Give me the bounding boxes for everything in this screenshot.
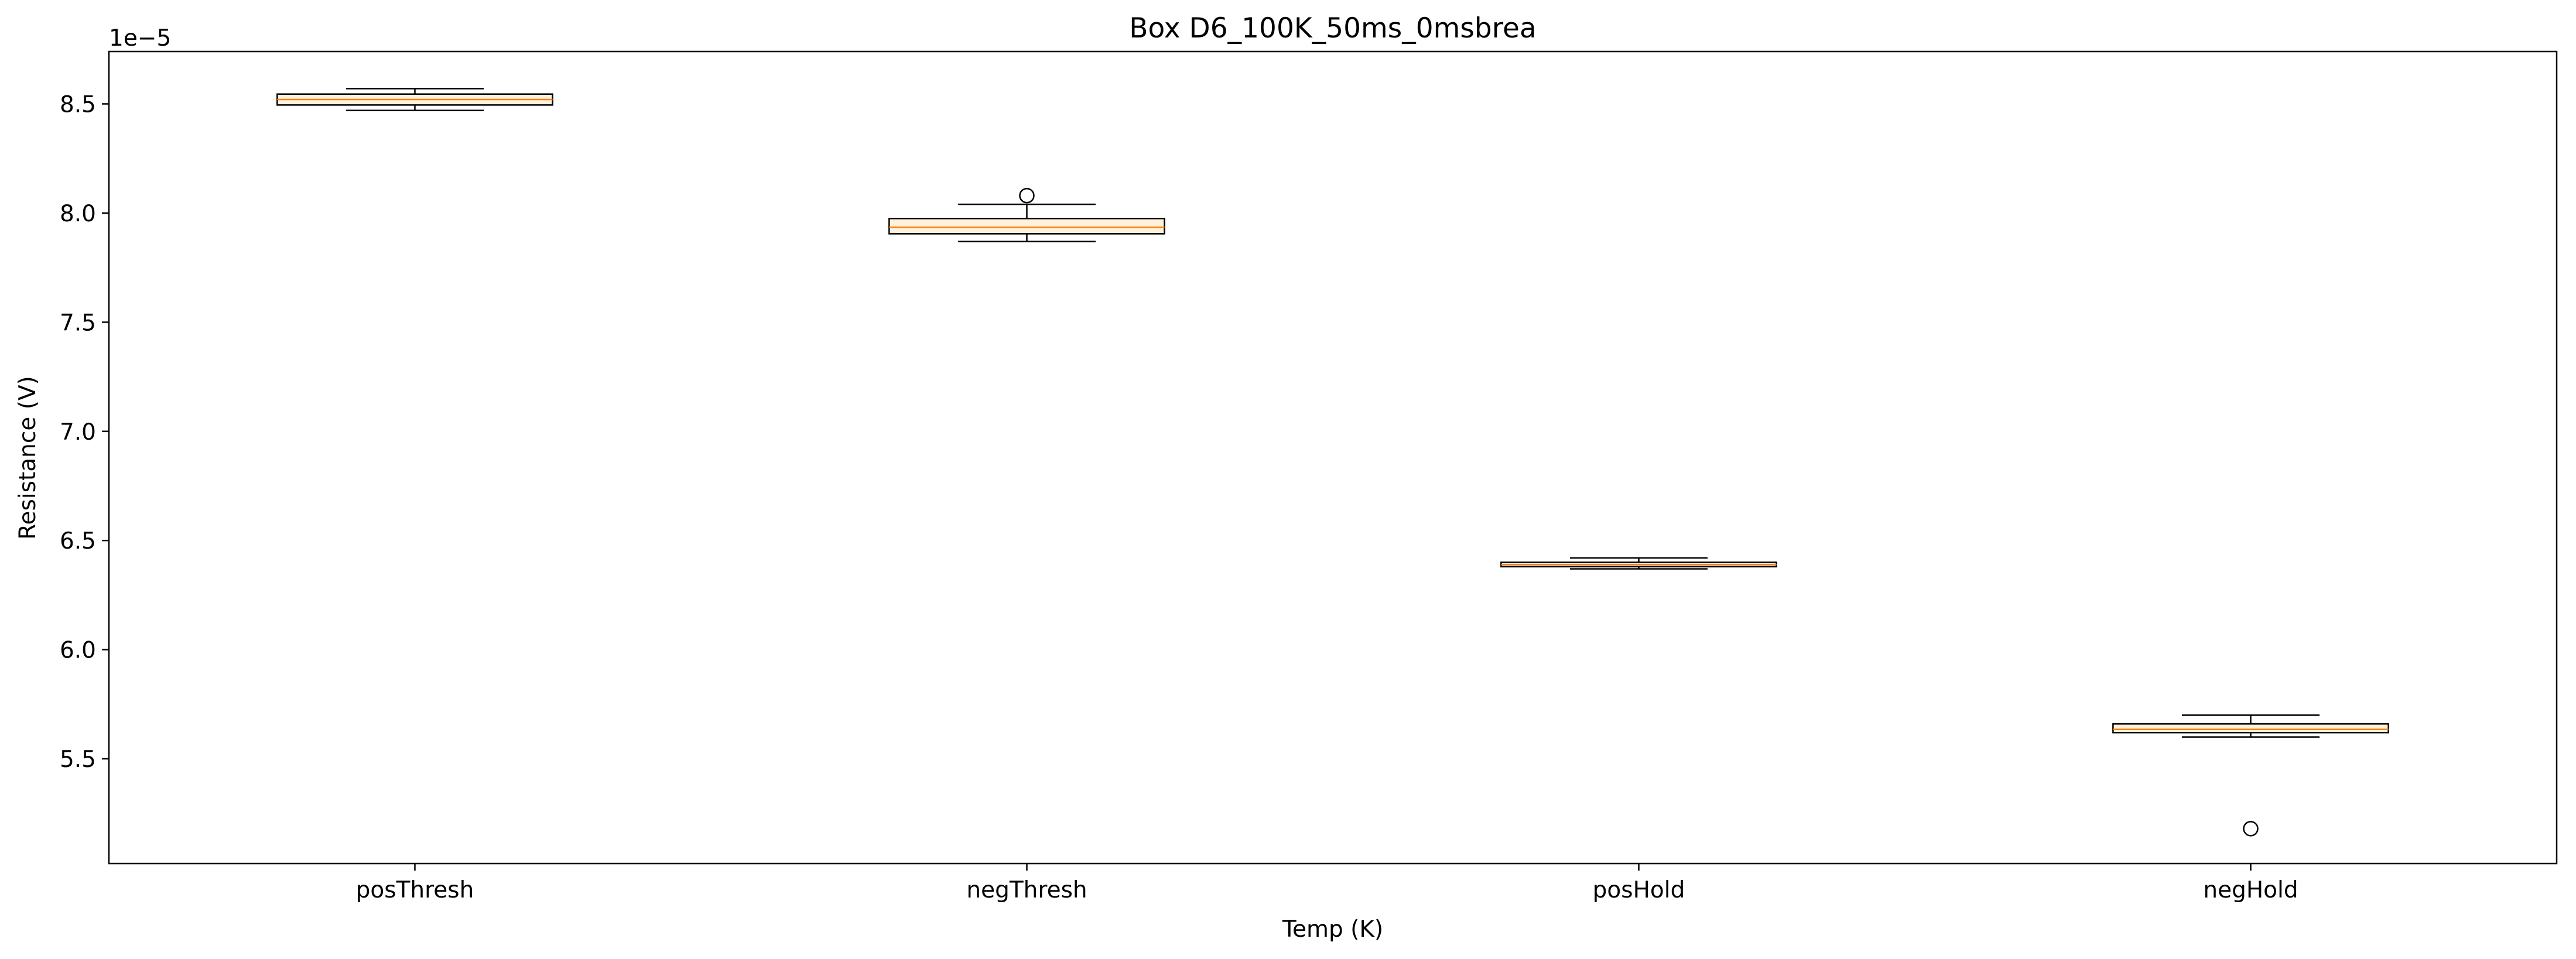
y-tick-label: 6.5: [60, 528, 96, 554]
outlier-point: [1019, 187, 1035, 204]
x-tick-label: posThresh: [356, 877, 474, 903]
y-tick-label: 8.5: [60, 91, 96, 118]
box-body: [888, 217, 1165, 235]
box-posThresh: [276, 88, 553, 111]
plot-area: [276, 88, 2389, 837]
y-offset-text: 1e−5: [109, 25, 171, 52]
chart-title: Box D6_100K_50ms_0msbrea: [1129, 12, 1537, 44]
box-negThresh: [888, 187, 1165, 242]
y-axis-label: Resistance (V): [15, 376, 41, 540]
outlier-point: [2243, 821, 2259, 837]
y-tick-label: 7.5: [60, 310, 96, 336]
x-axis-label: Temp (K): [1282, 916, 1383, 943]
x-tick-label: negHold: [2203, 877, 2298, 903]
box-negHold: [2112, 714, 2389, 837]
y-tick-label: 5.5: [60, 746, 96, 773]
box-posHold: [1500, 557, 1777, 570]
y-tick-label: 7.0: [60, 419, 96, 446]
x-tick-label: posHold: [1593, 877, 1685, 903]
y-tick-label: 8.0: [60, 201, 96, 227]
box-body: [2112, 723, 2389, 734]
y-tick-label: 6.0: [60, 638, 96, 664]
x-tick-label: negThresh: [966, 877, 1087, 903]
plot-frame: [108, 50, 2558, 865]
